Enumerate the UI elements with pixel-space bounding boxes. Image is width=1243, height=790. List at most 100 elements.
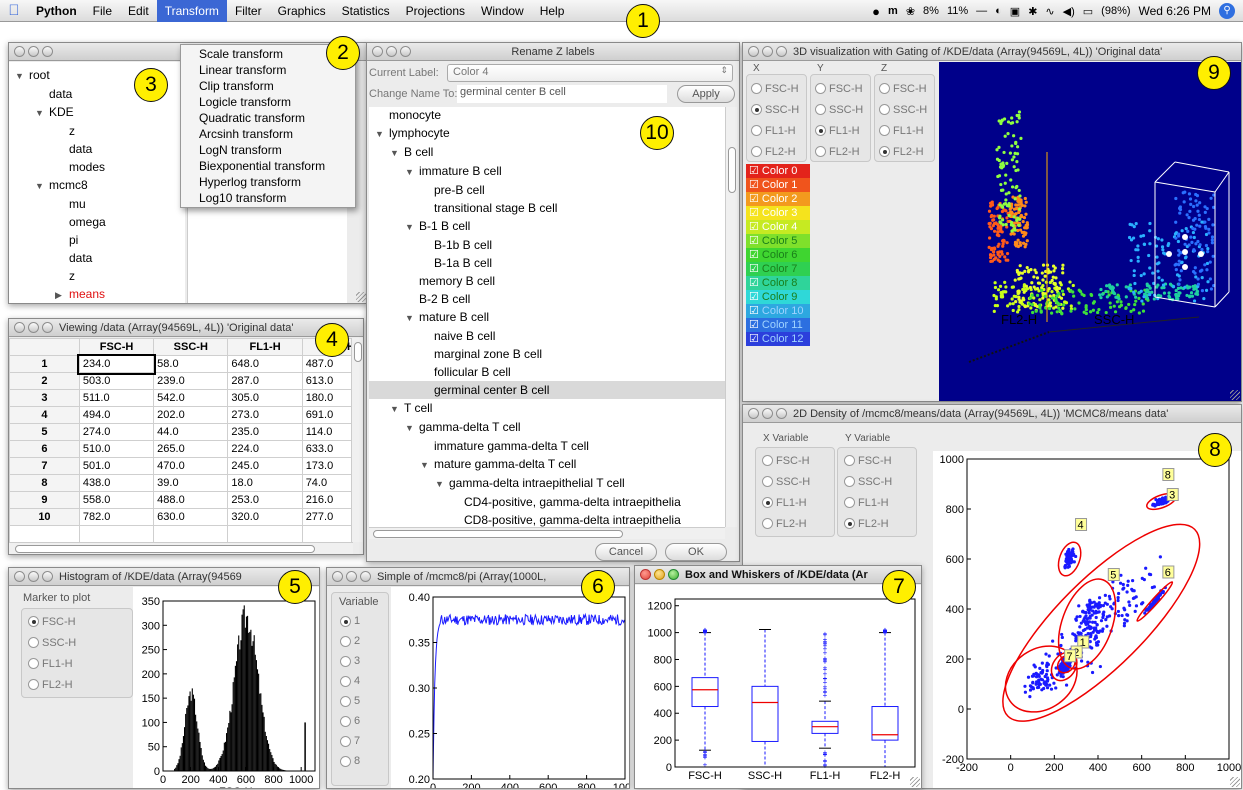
table-cell[interactable] (9, 525, 80, 542)
table-cell[interactable]: 234.0 (77, 353, 156, 375)
close-icon[interactable] (640, 569, 651, 580)
bluetooth-icon[interactable]: ✱ (1028, 5, 1038, 18)
menu-filter[interactable]: Filter (234, 3, 262, 18)
row-header[interactable]: 3 (9, 389, 80, 407)
radio-button[interactable] (762, 518, 773, 529)
transform-menu-item[interactable]: Clip transform (199, 79, 274, 93)
table-cell[interactable]: 216.0 (301, 491, 353, 509)
table-cell[interactable]: 202.0 (153, 406, 229, 424)
tree-node[interactable]: follicular B cell (375, 363, 729, 381)
table-cell[interactable]: 613.0 (301, 372, 353, 390)
radio-button[interactable] (762, 455, 773, 466)
table-cell[interactable]: 510.0 (78, 440, 155, 458)
apply-button[interactable]: Apply (677, 85, 735, 103)
menu-window[interactable]: Window (481, 3, 524, 18)
tree-node[interactable]: ▼ mature B cell (375, 308, 729, 327)
radio-option[interactable]: FSC-H (762, 450, 828, 471)
radio-button[interactable] (879, 146, 890, 157)
minimize-icon[interactable] (28, 571, 39, 582)
resize-grip[interactable] (356, 292, 366, 302)
gate-handle[interactable] (1182, 234, 1188, 240)
table-cell[interactable]: 691.0 (301, 406, 353, 424)
zoom-icon[interactable] (668, 569, 679, 580)
spotlight-icon[interactable]: ⚲ (1219, 3, 1235, 19)
radio-button[interactable] (28, 637, 39, 648)
table-row[interactable]: 8 438.0 39.0 18.0 74.0 (9, 474, 353, 492)
transform-menu-item[interactable]: Scale transform (199, 47, 284, 61)
disclosure-closed-icon[interactable]: ▶ (55, 290, 62, 300)
zoom-icon[interactable] (360, 571, 371, 582)
tree-node[interactable]: ▶ means (15, 285, 106, 303)
menu-statistics[interactable]: Statistics (341, 3, 390, 18)
horizontal-scrollbar[interactable] (369, 527, 725, 539)
menu-graphics[interactable]: Graphics (277, 3, 326, 18)
row-header[interactable]: 1 (9, 355, 80, 373)
checkbox-icon[interactable]: ☑ (749, 193, 762, 205)
close-icon[interactable] (14, 571, 25, 582)
tree-node[interactable]: ▼ B-1 B cell (375, 217, 729, 236)
title-bar[interactable]: 3D visualization with Gating of /KDE/dat… (743, 43, 1241, 61)
zoom-icon[interactable] (42, 322, 53, 333)
checkbox-icon[interactable]: ☑ (749, 179, 762, 191)
clock[interactable]: Wed 6:26 PM (1138, 4, 1211, 18)
radio-button[interactable] (762, 476, 773, 487)
monitor-m-icon[interactable]: m (888, 5, 898, 17)
radio-button[interactable] (340, 635, 351, 647)
resize-grip[interactable] (910, 777, 920, 787)
tree-node[interactable]: monocyte (375, 107, 729, 124)
tree-node[interactable]: data (15, 85, 106, 103)
tree-node[interactable]: mu (15, 195, 106, 213)
table-row[interactable]: 2 503.0 239.0 287.0 613.0 (9, 372, 353, 390)
radio-button[interactable] (28, 616, 39, 627)
table-cell[interactable]: 273.0 (227, 406, 303, 424)
row-header[interactable]: 6 (9, 440, 80, 458)
table-cell[interactable]: 633.0 (301, 440, 353, 458)
title-bar[interactable]: Histogram of /KDE/data (Array(94569 (9, 568, 319, 586)
radio-option[interactable]: FL1-H (815, 120, 866, 141)
table-row[interactable]: 9 558.0 488.0 253.0 216.0 (9, 491, 353, 509)
radio-option[interactable]: FL2-H (815, 141, 866, 162)
tree-node[interactable]: ▼ KDE (15, 103, 106, 122)
radio-option[interactable]: SSC-H (751, 99, 802, 120)
table-cell[interactable]: 44.0 (153, 423, 229, 441)
table-row[interactable]: 5 274.0 44.0 235.0 114.0 (9, 423, 353, 441)
checkbox-icon[interactable]: ☑ (749, 291, 762, 303)
radio-option[interactable]: FL2-H (751, 141, 802, 162)
checkbox-icon[interactable]: ☑ (749, 333, 762, 345)
color-checkbox[interactable]: ☑ Color 1 (746, 178, 810, 192)
menu-transform[interactable]: Transform (156, 0, 227, 22)
table-cell[interactable]: 501.0 (78, 457, 155, 475)
close-icon[interactable] (748, 46, 759, 57)
vertical-scrollbar[interactable] (351, 338, 363, 542)
radio-option[interactable]: 8 (340, 751, 380, 771)
color-checkbox[interactable]: ☑ Color 4 (746, 220, 810, 234)
disclosure-open-icon[interactable]: ▼ (420, 460, 429, 470)
tree-node[interactable]: ▼ B cell (375, 143, 729, 162)
radio-option[interactable]: SSC-H (28, 632, 126, 653)
radio-option[interactable]: 5 (340, 691, 380, 711)
radio-button[interactable] (762, 497, 773, 508)
tree-node[interactable]: z (15, 122, 106, 140)
table-cell[interactable]: 253.0 (227, 491, 303, 509)
tree-node[interactable]: pre-B cell (375, 181, 729, 199)
row-header[interactable]: 2 (9, 372, 80, 390)
radio-button[interactable] (340, 715, 351, 727)
checkbox-icon[interactable]: ☑ (749, 235, 762, 247)
tree-node[interactable]: B-1b B cell (375, 236, 729, 254)
table-row[interactable]: 10 782.0 630.0 320.0 277.0 (9, 508, 353, 526)
minimize-icon[interactable] (386, 46, 397, 57)
radio-option[interactable]: 7 (340, 731, 380, 751)
radio-option[interactable]: FSC-H (879, 78, 930, 99)
tree-node[interactable]: immature gamma-delta T cell (375, 437, 729, 455)
close-icon[interactable] (372, 46, 383, 57)
radio-option[interactable]: SSC-H (879, 99, 930, 120)
radio-button[interactable] (844, 518, 855, 529)
close-icon[interactable] (332, 571, 343, 582)
timemachine-icon[interactable]: ◐ (995, 5, 1002, 17)
minimize-icon[interactable] (28, 46, 39, 57)
color-checkbox[interactable]: ☑ Color 5 (746, 234, 810, 248)
tree-node[interactable]: transitional stage B cell (375, 199, 729, 217)
table-cell[interactable]: 173.0 (301, 457, 353, 475)
table-cell[interactable]: 320.0 (227, 508, 303, 526)
disclosure-open-icon[interactable]: ▼ (390, 404, 399, 414)
